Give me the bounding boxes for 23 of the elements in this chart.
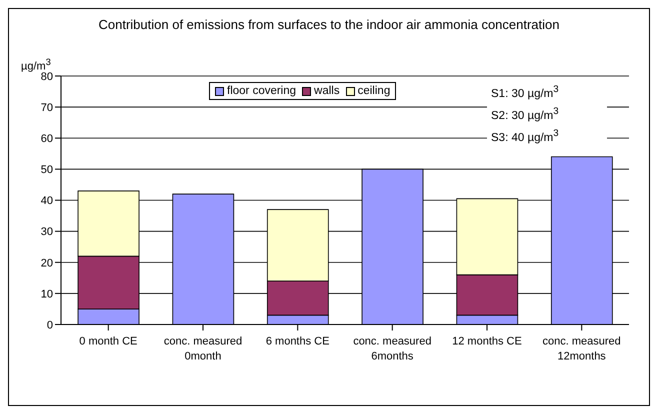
annotation: S2: 30 µg/m$^{3}$ <box>491 104 560 124</box>
x-tick-label: conc. measured 0month <box>164 336 242 362</box>
y-tick-label: 50 <box>40 164 53 176</box>
x-tick-label: conc. measured 6months <box>353 336 432 362</box>
y-tick-label: 40 <box>40 195 53 208</box>
y-tick-label: 70 <box>40 102 53 114</box>
y-tick-label: 0 <box>46 319 53 332</box>
y-tick-label: 80 <box>40 70 53 83</box>
y-axis-title: µg/m$^{3}$ <box>21 57 51 73</box>
x-tick-label: 6 months CE <box>266 336 330 348</box>
chart-title: Contribution of emissions from surfaces to the indoor air ammonia concentration <box>98 17 560 32</box>
annotation: S3: 40 µg/m$^{3}$ <box>491 126 560 146</box>
annotation: S1: 30 µg/m$^{3}$ <box>491 83 560 102</box>
y-tick-label: 10 <box>40 288 53 300</box>
x-tick-label: conc. measured 12months <box>542 336 621 362</box>
x-tick-label: 12 months CE <box>452 336 522 348</box>
legend-label: floor covering <box>226 85 296 97</box>
y-tick-label: 20 <box>40 257 53 270</box>
legend-label: walls <box>313 85 340 97</box>
y-tick-label: 60 <box>40 133 53 146</box>
x-tick-label: 0 month CE <box>79 336 138 348</box>
legend-label: ceiling <box>356 85 390 97</box>
y-tick-label: 30 <box>40 226 53 238</box>
